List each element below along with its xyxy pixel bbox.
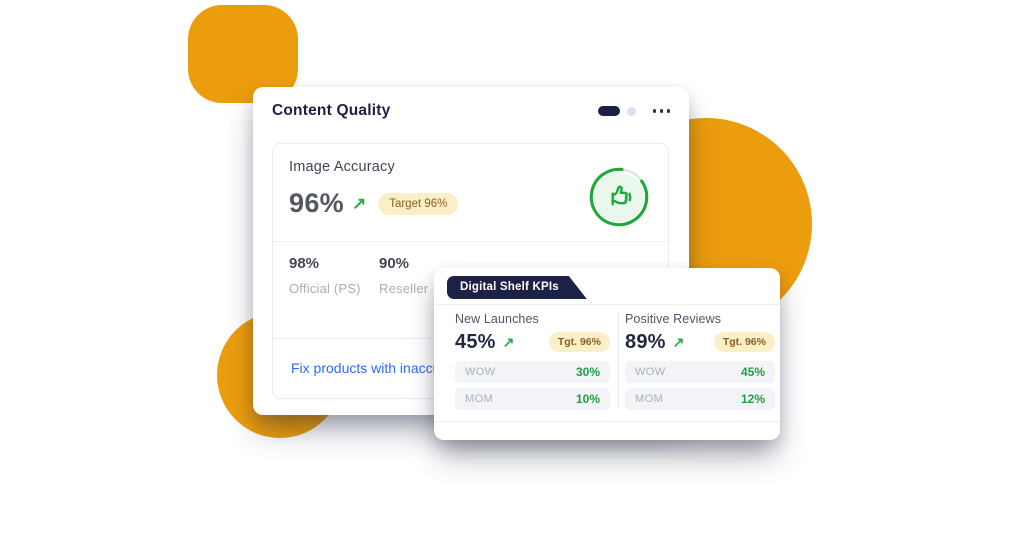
kpi-target-badge: Tgt. 96% <box>713 332 775 352</box>
header-divider <box>434 304 780 305</box>
stat-label: Official (PS) <box>289 281 361 296</box>
carousel-dot-active[interactable] <box>597 106 620 116</box>
row-value: 12% <box>740 392 765 406</box>
mom-row: MOM 12% <box>625 388 775 410</box>
thumbs-up-icon <box>589 167 649 227</box>
column-divider <box>618 312 619 408</box>
wow-row: WOW 30% <box>455 361 610 383</box>
kpi-target-badge: Tgt. 96% <box>548 332 610 352</box>
kpi-value: 45% <box>455 330 496 353</box>
ellipsis-dot <box>659 109 663 113</box>
kpi-value-row: 45% ↗ Tgt. 96% <box>455 330 610 354</box>
fix-products-link[interactable]: Fix products with inaccura <box>291 360 453 376</box>
digital-shelf-kpis-tab[interactable]: Digital Shelf KPIs <box>447 276 587 299</box>
more-menu-button[interactable] <box>651 105 673 117</box>
metric-value-row: 96% ↗ Target 96% <box>289 188 459 219</box>
digital-shelf-kpis-card: Digital Shelf KPIs New Launches 45% ↗ Tg… <box>434 268 780 440</box>
action-row: Fix products with inaccura <box>291 338 668 398</box>
card-header: Content Quality <box>272 96 672 126</box>
stat-reseller: 90% Reseller <box>379 255 428 296</box>
row-label: WOW <box>635 366 666 378</box>
row-value: 30% <box>575 365 600 379</box>
kpi-name: New Launches <box>455 312 539 326</box>
row-value: 10% <box>575 392 600 406</box>
wow-row: WOW 45% <box>625 361 775 383</box>
stat-official: 98% Official (PS) <box>289 255 361 296</box>
kpi-name: Positive Reviews <box>625 312 722 326</box>
ellipsis-dot <box>666 109 670 113</box>
orange-blob-top-left <box>188 5 298 103</box>
card-title: Content Quality <box>272 102 391 119</box>
row-label: MOM <box>465 393 494 405</box>
stat-label: Reseller <box>379 281 429 296</box>
footer-divider <box>434 421 780 422</box>
stat-value: 98% <box>289 255 320 272</box>
kpi-value-row: 89% ↗ Tgt. 96% <box>625 330 775 354</box>
section-divider <box>273 241 668 242</box>
trend-up-icon: ↗ <box>672 333 685 350</box>
carousel-dot[interactable] <box>626 106 636 116</box>
trend-up-icon: ↗ <box>351 193 367 213</box>
stat-value: 90% <box>379 255 410 272</box>
header-controls <box>597 105 673 117</box>
kpi-column-new-launches: New Launches 45% ↗ Tgt. 96% WOW 30% MOM … <box>455 310 610 415</box>
trend-up-icon: ↗ <box>502 333 515 350</box>
row-label: WOW <box>465 366 496 378</box>
ellipsis-dot <box>652 109 656 113</box>
mom-row: MOM 10% <box>455 388 610 410</box>
kpi-value: 89% <box>625 330 666 353</box>
metric-label: Image Accuracy <box>289 159 395 175</box>
row-value: 45% <box>740 365 765 379</box>
kpi-column-positive-reviews: Positive Reviews 89% ↗ Tgt. 96% WOW 45% … <box>625 310 775 415</box>
target-badge: Target 96% <box>378 192 459 215</box>
row-label: MOM <box>635 393 664 405</box>
thumbs-up-progress-badge <box>588 166 650 228</box>
metric-value: 96% <box>289 188 344 218</box>
